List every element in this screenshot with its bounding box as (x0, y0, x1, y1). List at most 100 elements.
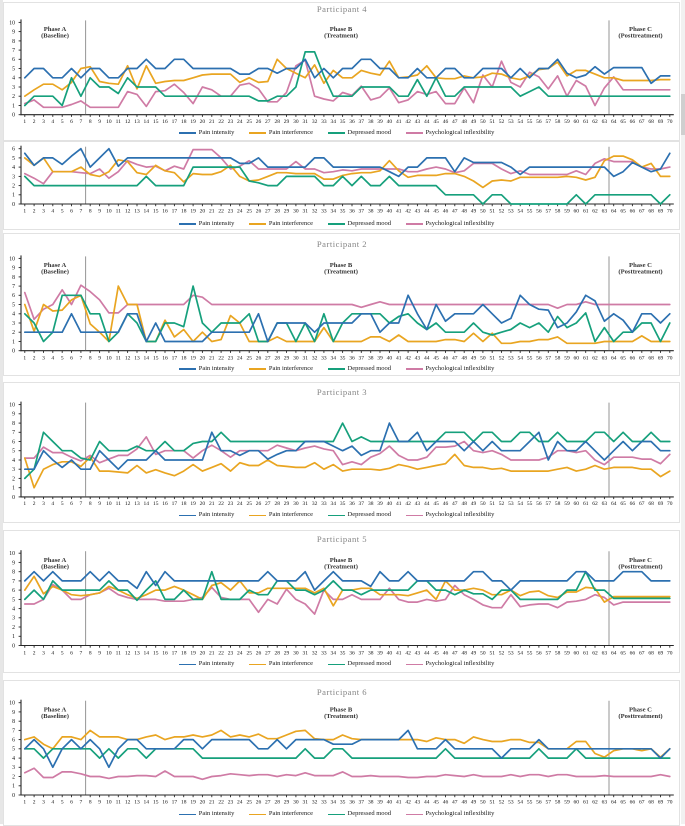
svg-text:52: 52 (498, 208, 504, 214)
svg-text:59: 59 (564, 501, 570, 507)
svg-text:28: 28 (274, 651, 280, 657)
svg-text:15: 15 (152, 651, 158, 657)
svg-text:26: 26 (255, 355, 261, 361)
svg-text:68: 68 (648, 501, 654, 507)
svg-text:11: 11 (115, 651, 121, 657)
svg-text:(Baseline): (Baseline) (41, 32, 69, 39)
svg-text:36: 36 (349, 208, 355, 214)
svg-text:9: 9 (98, 651, 101, 657)
svg-text:40: 40 (386, 119, 392, 125)
svg-text:21: 21 (209, 208, 215, 214)
svg-text:49: 49 (470, 208, 476, 214)
svg-text:49: 49 (470, 501, 476, 507)
svg-text:12: 12 (124, 355, 130, 361)
svg-text:45: 45 (433, 651, 439, 657)
svg-text:42: 42 (405, 208, 411, 214)
svg-text:67: 67 (639, 208, 645, 214)
svg-text:53: 53 (508, 651, 514, 657)
svg-text:32: 32 (311, 119, 317, 125)
svg-text:30: 30 (293, 119, 299, 125)
svg-text:1: 1 (12, 339, 15, 345)
svg-text:59: 59 (564, 651, 570, 657)
svg-text:22: 22 (218, 651, 224, 657)
svg-text:59: 59 (564, 119, 570, 125)
svg-text:63: 63 (601, 800, 607, 806)
svg-text:7: 7 (12, 728, 15, 734)
svg-text:25: 25 (246, 800, 252, 806)
svg-text:24: 24 (237, 651, 243, 657)
svg-text:16: 16 (162, 355, 168, 361)
svg-text:9: 9 (12, 29, 15, 35)
svg-text:19: 19 (190, 355, 196, 361)
svg-text:43: 43 (414, 355, 420, 361)
svg-text:3: 3 (42, 208, 45, 214)
svg-text:Phase B: Phase B (329, 262, 352, 269)
svg-text:10: 10 (106, 355, 112, 361)
svg-text:7: 7 (12, 430, 15, 436)
svg-text:52: 52 (498, 800, 504, 806)
svg-text:42: 42 (405, 800, 411, 806)
svg-text:28: 28 (274, 119, 280, 125)
svg-text:31: 31 (302, 800, 308, 806)
svg-text:9: 9 (12, 412, 15, 418)
svg-text:29: 29 (283, 651, 289, 657)
svg-text:0: 0 (12, 793, 15, 799)
svg-text:50: 50 (480, 800, 486, 806)
svg-text:2: 2 (32, 119, 35, 125)
svg-text:57: 57 (545, 355, 551, 361)
svg-text:3: 3 (12, 765, 15, 771)
svg-text:28: 28 (274, 800, 280, 806)
svg-text:51: 51 (489, 501, 495, 507)
svg-text:70: 70 (667, 208, 673, 214)
svg-text:48: 48 (461, 355, 467, 361)
svg-text:6: 6 (12, 588, 15, 594)
svg-text:35: 35 (339, 651, 345, 657)
svg-text:30: 30 (293, 355, 299, 361)
svg-text:70: 70 (667, 119, 673, 125)
svg-text:65: 65 (620, 501, 626, 507)
svg-text:9: 9 (98, 800, 101, 806)
svg-text:21: 21 (209, 800, 215, 806)
svg-text:3: 3 (42, 651, 45, 657)
svg-text:10: 10 (9, 256, 15, 262)
svg-text:61: 61 (582, 208, 588, 214)
svg-text:37: 37 (358, 208, 364, 214)
svg-text:3: 3 (42, 501, 45, 507)
svg-text:4: 4 (51, 651, 54, 657)
svg-text:31: 31 (302, 208, 308, 214)
svg-text:53: 53 (508, 800, 514, 806)
svg-text:17: 17 (171, 501, 177, 507)
svg-text:69: 69 (657, 651, 663, 657)
svg-text:23: 23 (227, 355, 233, 361)
svg-text:14: 14 (143, 355, 149, 361)
svg-text:20: 20 (199, 355, 205, 361)
svg-text:13: 13 (134, 651, 140, 657)
svg-text:10: 10 (106, 501, 112, 507)
svg-text:17: 17 (171, 800, 177, 806)
svg-text:34: 34 (330, 800, 336, 806)
svg-text:7: 7 (79, 800, 82, 806)
svg-text:56: 56 (536, 651, 542, 657)
svg-text:4: 4 (51, 119, 54, 125)
svg-text:2: 2 (12, 94, 15, 100)
svg-text:50: 50 (480, 355, 486, 361)
svg-text:2: 2 (32, 800, 35, 806)
svg-text:38: 38 (367, 208, 373, 214)
svg-text:5: 5 (12, 747, 15, 753)
svg-text:(Posttreatment): (Posttreatment) (618, 564, 662, 571)
svg-text:44: 44 (424, 208, 430, 214)
svg-text:45: 45 (433, 355, 439, 361)
svg-text:10: 10 (106, 119, 112, 125)
svg-text:31: 31 (302, 119, 308, 125)
svg-text:35: 35 (339, 501, 345, 507)
svg-text:5: 5 (12, 302, 15, 308)
svg-text:8: 8 (12, 570, 15, 576)
svg-text:38: 38 (367, 651, 373, 657)
svg-text:22: 22 (218, 501, 224, 507)
svg-text:36: 36 (349, 119, 355, 125)
svg-text:10: 10 (9, 551, 15, 557)
svg-text:13: 13 (134, 208, 140, 214)
svg-text:9: 9 (98, 501, 101, 507)
svg-text:66: 66 (629, 208, 635, 214)
svg-text:61: 61 (582, 651, 588, 657)
